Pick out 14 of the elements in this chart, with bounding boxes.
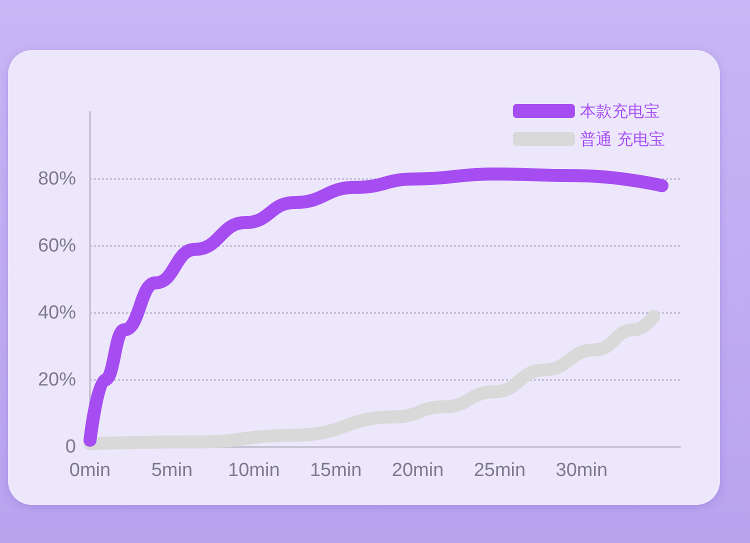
x-tick-label: 25min [474,460,526,481]
x-tick-label: 15min [310,460,362,481]
x-tick-label: 30min [556,460,608,481]
y-tick-label: 0 [65,436,76,458]
x-tick-label: 0min [69,460,111,481]
y-tick-label: 20% [38,370,76,390]
y-tick-label: 60% [38,236,76,256]
x-tick-label: 20min [392,460,444,481]
legend-label: 本款充电宝 [580,102,660,120]
legend-label: 普通 充电宝 [580,130,666,148]
x-tick-label: 5min [151,460,193,481]
x-tick-label: 10min [228,460,280,481]
y-tick-label: 80% [38,168,76,190]
y-tick-label: 40% [38,302,76,324]
